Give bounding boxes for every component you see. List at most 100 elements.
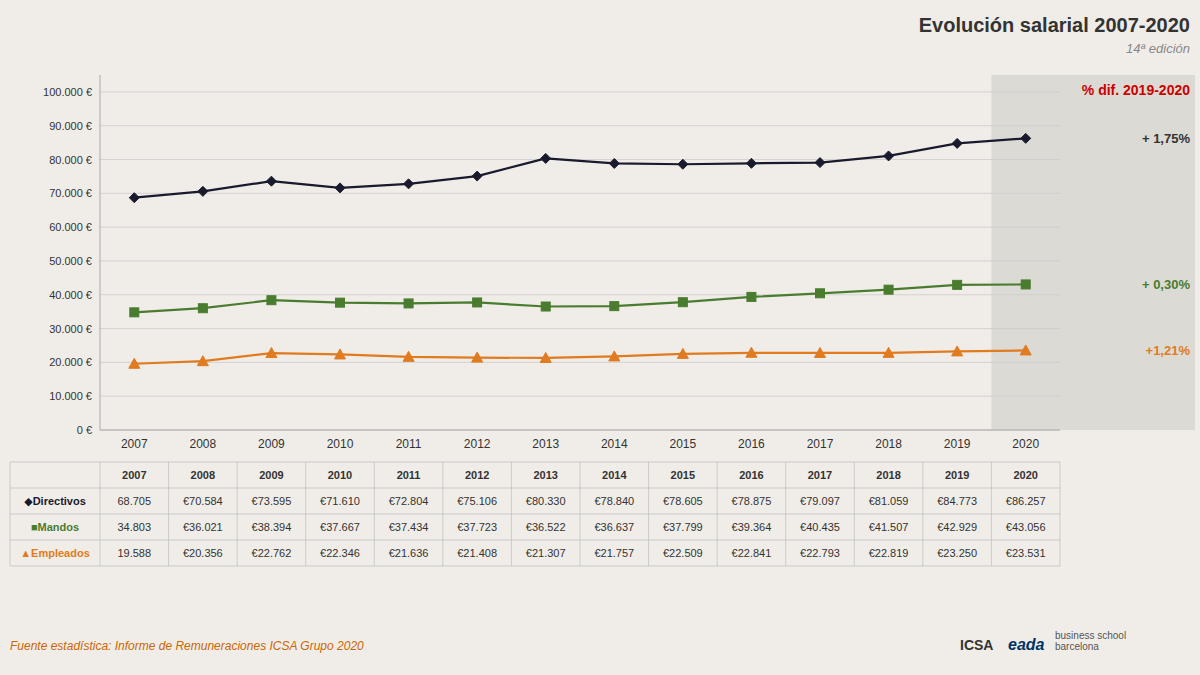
table-cell: €84.773 <box>937 495 977 507</box>
table-cell: €36.021 <box>183 521 223 533</box>
annotation: + 0,30% <box>1142 277 1191 292</box>
y-tick-label: 60.000 € <box>49 221 92 233</box>
table-cell: 19.588 <box>117 547 151 559</box>
marker <box>952 346 963 356</box>
series <box>130 280 1030 317</box>
marker <box>1021 280 1030 289</box>
table-header: 2016 <box>739 469 763 481</box>
x-tick-label: 2015 <box>670 437 697 451</box>
table-rule <box>10 566 1060 567</box>
marker <box>747 292 756 301</box>
grid-line <box>100 430 1060 431</box>
marker <box>816 289 825 298</box>
table-cell: €36.637 <box>594 521 634 533</box>
y-tick-label: 30.000 € <box>49 323 92 335</box>
logo-text: ICSA <box>960 637 993 653</box>
grid-line <box>100 294 1060 295</box>
grid-line <box>100 227 1060 228</box>
y-tick-label: 0 € <box>77 424 92 436</box>
marker <box>884 285 893 294</box>
table-cell: €20.356 <box>183 547 223 559</box>
plot-area <box>129 133 1031 368</box>
table-cell: €22.819 <box>869 547 909 559</box>
marker <box>472 171 482 181</box>
x-axis: 2007200820092010201120122013201420152016… <box>121 437 1039 451</box>
table-cell: 34.803 <box>117 521 151 533</box>
table-header: 2010 <box>328 469 352 481</box>
table-cell: €21.307 <box>526 547 566 559</box>
marker <box>815 158 825 168</box>
marker <box>130 308 139 317</box>
x-tick-label: 2009 <box>258 437 285 451</box>
table-row-label: ■Mandos <box>31 521 79 533</box>
table-cell: €75.106 <box>457 495 497 507</box>
x-tick-label: 2016 <box>738 437 765 451</box>
subtitle: 14ª edición <box>1126 41 1190 56</box>
table-rule <box>10 540 1060 541</box>
marker <box>953 280 962 289</box>
marker <box>198 304 207 313</box>
marker <box>678 159 688 169</box>
table-cell: €21.408 <box>457 547 497 559</box>
table-header: 2012 <box>465 469 489 481</box>
table-cell: €37.667 <box>320 521 360 533</box>
table-cell: €40.435 <box>800 521 840 533</box>
table-cell: €22.841 <box>732 547 772 559</box>
table-rule <box>854 462 855 566</box>
y-tick-label: 20.000 € <box>49 356 92 368</box>
table-rule <box>168 462 169 566</box>
table-cell: €78.605 <box>663 495 703 507</box>
marker <box>815 347 826 357</box>
marker <box>1021 133 1031 143</box>
x-tick-label: 2008 <box>190 437 217 451</box>
table-cell: €81.059 <box>869 495 909 507</box>
table-rule <box>648 462 649 566</box>
table-cell: €73.595 <box>252 495 292 507</box>
table-rule <box>10 462 1060 463</box>
table-header: 2008 <box>191 469 215 481</box>
table-header: 2013 <box>533 469 557 481</box>
table-cell: €39.364 <box>732 521 772 533</box>
source: Fuente estadística: Informe de Remunerac… <box>10 639 364 653</box>
table-cell: €37.434 <box>389 521 429 533</box>
table-cell: €22.509 <box>663 547 703 559</box>
x-tick-label: 2007 <box>121 437 148 451</box>
table-cell: €23.250 <box>937 547 977 559</box>
marker <box>883 347 894 357</box>
table-cell: €23.531 <box>1006 547 1046 559</box>
table-cell: €41.507 <box>869 521 909 533</box>
logo-text: eada <box>1008 636 1045 653</box>
table-cell: €22.793 <box>800 547 840 559</box>
table-rule <box>717 462 718 566</box>
chart: 0 €10.000 €20.000 €30.000 €40.000 €50.00… <box>0 0 1200 675</box>
marker <box>540 352 551 362</box>
title: Evolución salarial 2007-2020 <box>919 14 1190 36</box>
table-header: 2007 <box>122 469 146 481</box>
marker <box>404 179 414 189</box>
table-rule <box>991 462 992 566</box>
grid-line <box>100 396 1060 397</box>
table-cell: €22.346 <box>320 547 360 559</box>
series <box>129 345 1031 368</box>
table-header: 2020 <box>1013 469 1037 481</box>
table-cell: €78.840 <box>594 495 634 507</box>
table-rule <box>305 462 306 566</box>
marker <box>335 349 346 359</box>
marker <box>129 193 139 203</box>
marker <box>266 348 277 358</box>
marker <box>197 356 208 366</box>
table-header: 2018 <box>876 469 900 481</box>
marker <box>1020 345 1031 355</box>
table-cell: €80.330 <box>526 495 566 507</box>
series <box>129 133 1030 202</box>
table-header: 2015 <box>671 469 695 481</box>
marker <box>609 351 620 361</box>
table-cell: €43.056 <box>1006 521 1046 533</box>
marker <box>746 347 757 357</box>
table-header: 2014 <box>602 469 627 481</box>
logo: ICSAeadabusiness schoolbarcelona <box>960 630 1126 653</box>
annotations: % dif. 2019-2020+ 1,75%+ 0,30%+1,21% <box>1082 82 1191 358</box>
data-table: 2007200820092010201120122013201420152016… <box>10 462 1060 566</box>
x-tick-label: 2018 <box>875 437 902 451</box>
table-rule <box>10 514 1060 515</box>
